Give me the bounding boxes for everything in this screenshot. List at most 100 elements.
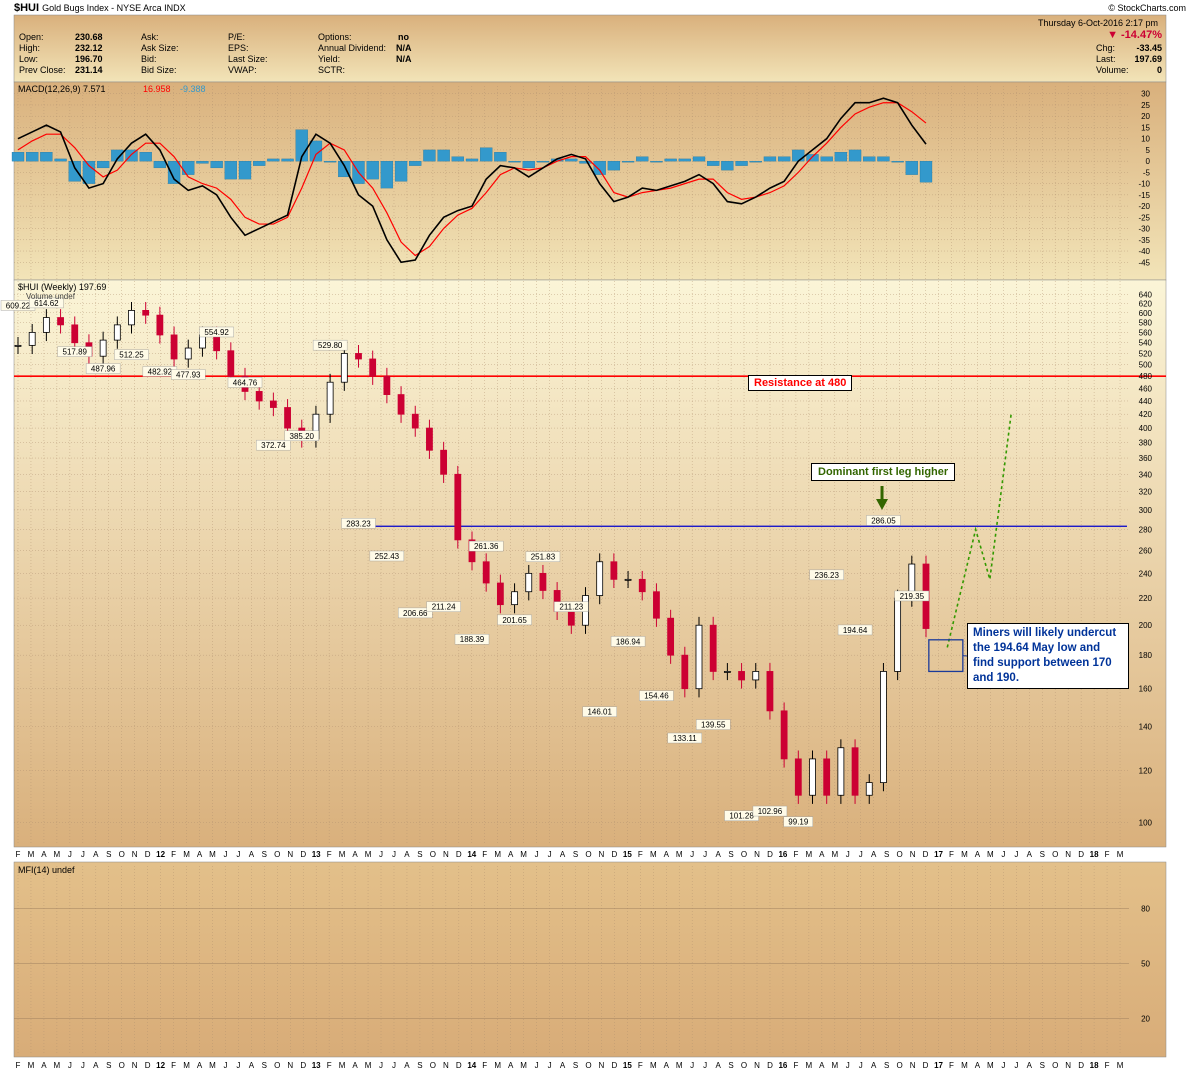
x-tick-label: D bbox=[145, 1061, 151, 1070]
price-label-box bbox=[454, 634, 490, 645]
candle-body bbox=[184, 347, 192, 360]
x-tick-label: 18 bbox=[1090, 1061, 1099, 1070]
x-tick-label: 13 bbox=[312, 850, 321, 859]
x-tick-label: N bbox=[754, 850, 760, 859]
x-tick-label: A bbox=[93, 850, 99, 859]
date-line: Thursday 6-Oct-2016 2:17 pm bbox=[1037, 18, 1158, 28]
price-label-box bbox=[312, 339, 348, 351]
x-tick-label: J bbox=[392, 1061, 396, 1070]
x-tick-label: 16 bbox=[778, 850, 787, 859]
macd-histogram-bar bbox=[196, 160, 209, 164]
candle-body bbox=[128, 310, 135, 326]
quote-row: Low: 196.70 bbox=[19, 54, 103, 64]
price-label-box bbox=[525, 551, 561, 562]
price-label: 251.83 bbox=[531, 553, 556, 562]
price-label-box bbox=[227, 377, 263, 388]
x-tick-label: M bbox=[987, 1061, 994, 1070]
x-tick-label: N bbox=[443, 1061, 449, 1070]
macd-histogram-bar bbox=[224, 160, 237, 180]
x-tick-label: J bbox=[1001, 1061, 1005, 1070]
change-percent: ▼ -14.47% bbox=[1107, 29, 1162, 41]
price-label: 554.92 bbox=[204, 328, 229, 337]
candle-body bbox=[723, 671, 731, 673]
x-tick-label: O bbox=[274, 1061, 280, 1070]
x-tick-label: M bbox=[183, 850, 190, 859]
x-tick-label: A bbox=[871, 1061, 877, 1070]
candle-body bbox=[454, 473, 462, 541]
x-tick-label: A bbox=[352, 1061, 358, 1070]
price-y-tick: 280 bbox=[1139, 526, 1153, 535]
x-tick-label: O bbox=[585, 850, 591, 859]
macd-histogram-bar bbox=[820, 156, 833, 162]
macd-hist-legend: -9.388 bbox=[180, 84, 206, 94]
macd-y-tick: -35 bbox=[1138, 236, 1150, 245]
price-label: 211.23 bbox=[559, 603, 583, 612]
price-label: 261.36 bbox=[474, 542, 499, 551]
macd-histogram-bar bbox=[919, 160, 933, 183]
price-label-box bbox=[866, 515, 901, 526]
x-tick-label: A bbox=[41, 1061, 47, 1070]
x-tick-label: A bbox=[975, 1061, 981, 1070]
candle-body bbox=[496, 582, 504, 606]
x-tick-label: N bbox=[1065, 1061, 1071, 1070]
price-label: 154.46 bbox=[644, 692, 669, 701]
x-tick-label: A bbox=[404, 1061, 410, 1070]
x-tick-label: J bbox=[68, 850, 72, 859]
candle-body bbox=[411, 413, 419, 429]
price-y-tick: 220 bbox=[1139, 594, 1153, 603]
candle-body bbox=[71, 324, 79, 344]
x-tick-label: O bbox=[741, 1061, 747, 1070]
macd-histogram-bar bbox=[621, 160, 635, 163]
x-tick-label: F bbox=[171, 850, 176, 859]
price-label: 101.28 bbox=[729, 812, 754, 821]
macd-y-tick: 10 bbox=[1141, 135, 1150, 144]
price-label-box bbox=[752, 805, 788, 817]
price-label: 529.80 bbox=[318, 341, 343, 350]
macd-y-tick: -5 bbox=[1143, 168, 1151, 177]
macd-histogram-bar bbox=[721, 160, 734, 171]
price-y-tick: 380 bbox=[1139, 439, 1153, 448]
price-label-box bbox=[497, 614, 532, 626]
price-label-box bbox=[554, 601, 589, 612]
quote-col-4: Options: no Annual Dividend: N/A Yield: N/A… bbox=[318, 32, 412, 75]
x-tick-label: S bbox=[106, 850, 111, 859]
macd-panel bbox=[13, 81, 1167, 281]
x-tick-label: N bbox=[599, 1061, 605, 1070]
macd-histogram-bar bbox=[593, 160, 606, 175]
mfi-y-tick: 80 bbox=[1141, 905, 1150, 914]
price-y-tick: 540 bbox=[1139, 339, 1153, 348]
price-label-box bbox=[369, 550, 405, 562]
x-tick-label: S bbox=[1040, 850, 1045, 859]
x-tick-label: 13 bbox=[312, 1061, 321, 1070]
price-label: 286.05 bbox=[871, 516, 896, 525]
price-y-tick: 240 bbox=[1139, 569, 1153, 578]
price-y-tick: 560 bbox=[1139, 328, 1153, 337]
candle-body bbox=[638, 578, 646, 593]
x-tick-label: S bbox=[417, 850, 422, 859]
site-credit: © StockCharts.com bbox=[1108, 3, 1186, 13]
x-tick-label: 17 bbox=[934, 1061, 943, 1070]
candle-body bbox=[482, 561, 490, 584]
x-tick-label: N bbox=[599, 850, 605, 859]
x-tick-label: M bbox=[831, 850, 838, 859]
mfi-panel bbox=[13, 861, 1167, 1058]
x-tick-label: M bbox=[806, 850, 813, 859]
x-tick-label: J bbox=[236, 850, 240, 859]
macd-histogram-bar bbox=[494, 152, 507, 162]
x-tick-label: F bbox=[171, 1061, 176, 1070]
macd-histogram-bar bbox=[607, 160, 621, 171]
x-tick-label: J bbox=[379, 1061, 383, 1070]
index-name: Gold Bugs Index - NYSE Arca INDX bbox=[42, 3, 186, 13]
x-tick-label: S bbox=[884, 1061, 889, 1070]
x-tick-label: J bbox=[703, 850, 707, 859]
x-tick-label: S bbox=[1040, 1061, 1045, 1070]
price-y-tick: 480 bbox=[1139, 372, 1153, 381]
x-tick-label: M bbox=[209, 850, 216, 859]
price-label: 201.65 bbox=[502, 616, 527, 625]
x-tick-label: A bbox=[197, 850, 203, 859]
macd-histogram-bar bbox=[125, 149, 138, 162]
price-label: 139.55 bbox=[701, 721, 726, 730]
quote-col-2: Ask: Ask Size: Bid: Bid Size: bbox=[141, 32, 179, 75]
x-tick-label: F bbox=[482, 1061, 487, 1070]
x-tick-label: A bbox=[1027, 850, 1033, 859]
